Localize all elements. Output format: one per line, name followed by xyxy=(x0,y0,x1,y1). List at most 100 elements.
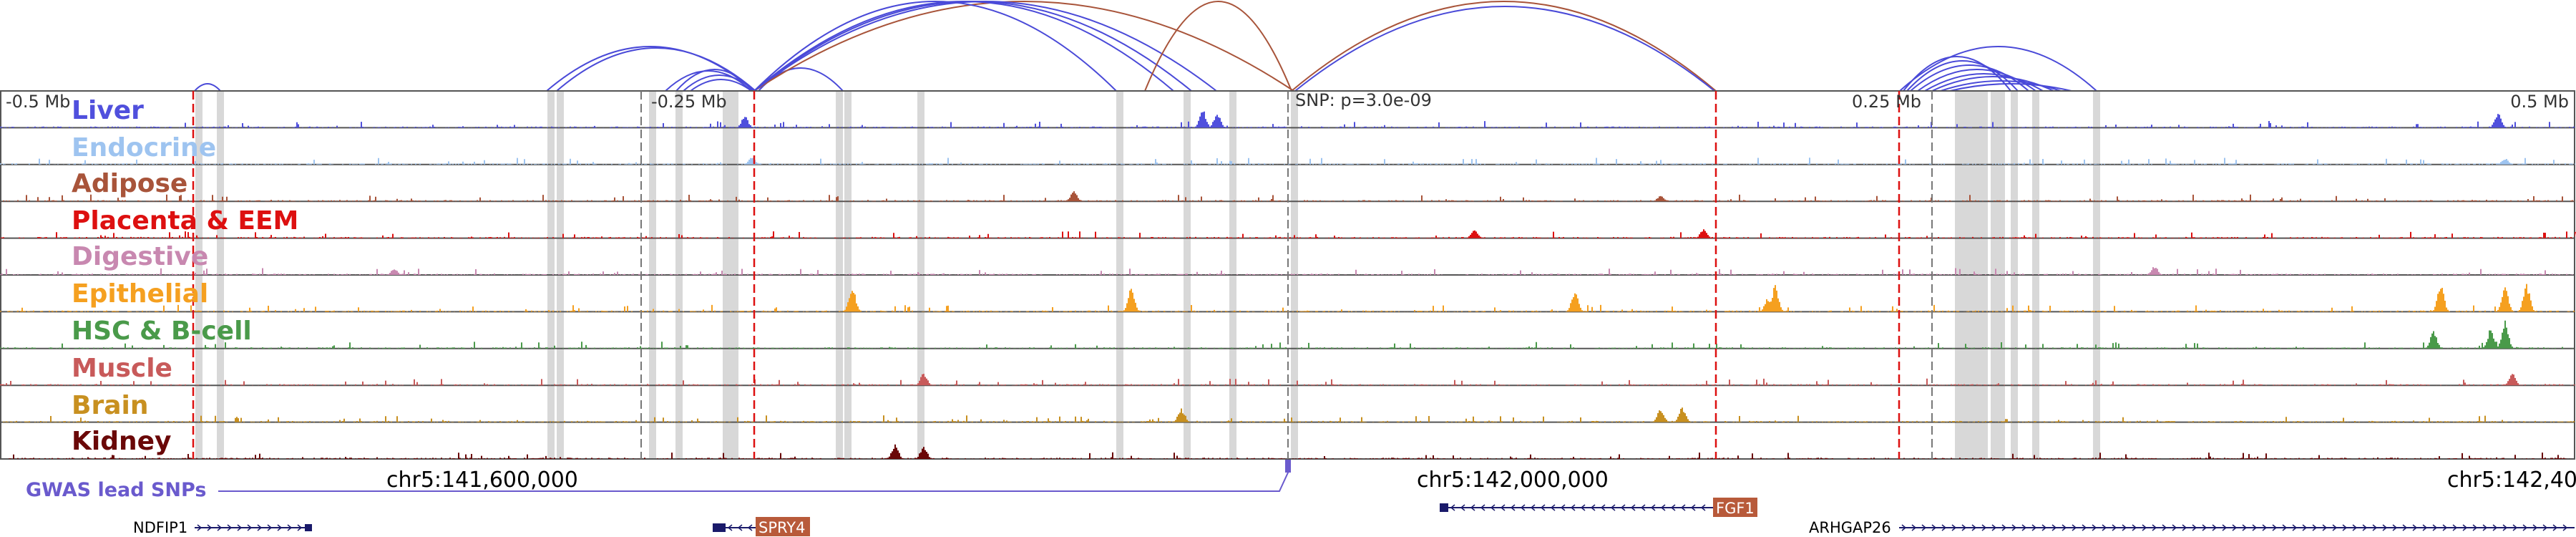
gene-strand-arrow xyxy=(1690,504,1696,511)
gene-strand-arrow xyxy=(2182,524,2187,531)
gene-strand-arrow xyxy=(207,524,213,531)
gene-strand-arrow xyxy=(1600,504,1606,511)
gene-strand-arrow xyxy=(2392,524,2398,531)
gene-strand-arrow xyxy=(2492,524,2498,531)
gene-strand-arrow xyxy=(2092,524,2097,531)
gene-strand-arrow xyxy=(2272,524,2278,531)
gene-strand-arrow xyxy=(1991,524,1997,531)
gene-strand-arrow xyxy=(1660,504,1666,511)
gene-strand-arrow xyxy=(2342,524,2348,531)
gene-strand-arrow xyxy=(1680,504,1686,511)
gene-strand-arrow xyxy=(1630,504,1636,511)
chromatin-loops xyxy=(194,1,2097,92)
gene-strand-arrow xyxy=(2041,524,2047,531)
gene-name-ndfip1: NDFIP1 xyxy=(133,519,187,536)
gene-strand-arrows xyxy=(1901,524,2568,531)
gene-strand-arrow xyxy=(2532,524,2538,531)
gene-strand-arrow xyxy=(727,524,733,531)
track-label-muscle: Muscle xyxy=(72,354,172,383)
gene-strand-arrow xyxy=(1590,504,1596,511)
gene-strand-arrow xyxy=(247,524,253,531)
gene-ndfip1: NDFIP1 xyxy=(133,519,312,536)
gene-strand-arrow xyxy=(2072,524,2077,531)
gene-strand-arrow xyxy=(1921,524,1927,531)
gene-fgf1: FGF1 xyxy=(1440,498,1757,517)
chromatin-loop-arc xyxy=(1144,1,1292,92)
gene-strand-arrow xyxy=(2252,524,2258,531)
gene-strand-arrow xyxy=(1490,504,1496,511)
gene-strand-arrow xyxy=(1961,524,1967,531)
gene-strand-arrow xyxy=(2412,524,2418,531)
gene-strand-arrow xyxy=(1500,504,1506,511)
gene-strand-arrow xyxy=(1981,524,1987,531)
gene-strand-arrow xyxy=(2262,524,2268,531)
gene-strand-arrow xyxy=(2152,524,2157,531)
gene-strand-arrow xyxy=(1560,504,1566,511)
gene-strand-arrow xyxy=(2142,524,2147,531)
gene-strand-arrow xyxy=(2312,524,2318,531)
gene-strand-arrow xyxy=(1941,524,1947,531)
track-signal xyxy=(0,444,2576,459)
gene-strand-arrow xyxy=(2442,524,2448,531)
gene-strand-arrow xyxy=(217,524,223,531)
gene-strand-arrow xyxy=(2212,524,2218,531)
gene-strand-arrow xyxy=(1470,504,1475,511)
gene-strand-arrow xyxy=(2382,524,2388,531)
gene-strand-arrow xyxy=(1670,504,1676,511)
gene-strand-arrow xyxy=(2432,524,2438,531)
scale-minus-quarter-label: -0.25 Mb xyxy=(651,92,727,112)
gene-box-spry4 xyxy=(756,517,810,536)
gene-exon-ndfip1 xyxy=(305,524,312,531)
gene-strand-arrow xyxy=(1530,504,1536,511)
gene-strand-arrow xyxy=(1650,504,1656,511)
gene-strand-arrow xyxy=(2222,524,2228,531)
gene-name-arhgap26: ARHGAP26 xyxy=(1809,519,1891,536)
gene-strand-arrow xyxy=(2402,524,2408,531)
gene-strand-arrow xyxy=(237,524,243,531)
gene-strand-arrow xyxy=(287,524,293,531)
gene-strand-arrow xyxy=(2362,524,2368,531)
gene-strand-arrows xyxy=(727,524,753,531)
track-label-epithelial: Epithelial xyxy=(72,279,208,309)
gene-track: NDFIP1 SPRY4 FGF1 ARHGAP26 xyxy=(133,498,2575,536)
gene-strand-arrow xyxy=(2051,524,2057,531)
coord-label-1: chr5:141,600,000 xyxy=(386,468,578,493)
chromatin-loop-arc xyxy=(556,47,756,92)
gene-strand-arrow xyxy=(1570,504,1576,511)
chromatin-loop-arc xyxy=(194,83,221,92)
gene-box-fgf1 xyxy=(1713,498,1757,517)
chromatin-loop-arc xyxy=(753,1,1174,92)
scale-plus-quarter-label: 0.25 Mb xyxy=(1852,92,1921,112)
gene-strand-arrow xyxy=(1931,524,1937,531)
gene-strand-arrow xyxy=(2122,524,2127,531)
gene-strand-arrow xyxy=(197,524,203,531)
gene-strand-arrow xyxy=(2522,524,2528,531)
gene-strand-arrow xyxy=(2192,524,2197,531)
gene-strand-arrow xyxy=(1901,524,1907,531)
gene-strand-arrow xyxy=(2352,524,2358,531)
gene-strand-arrow xyxy=(1700,504,1706,511)
chromatin-loop-arc xyxy=(690,79,752,92)
gene-strand-arrow xyxy=(2282,524,2288,531)
track-label-adipose: Adipose xyxy=(72,169,187,198)
gene-strand-arrow xyxy=(1610,504,1616,511)
gene-strand-arrow xyxy=(1460,504,1465,511)
gene-strand-arrow xyxy=(2202,524,2207,531)
gwas-track: GWAS lead SNPs xyxy=(26,460,1291,501)
chromatin-loop-arc xyxy=(1949,83,2072,92)
gene-strand-arrow xyxy=(2021,524,2027,531)
gene-strand-arrow xyxy=(1540,504,1546,511)
gene-strand-arrow xyxy=(2132,524,2137,531)
chromatin-loop-arc xyxy=(1899,46,2097,92)
gene-strand-arrow xyxy=(2232,524,2238,531)
gene-strand-arrows xyxy=(197,524,303,531)
gene-strand-arrow xyxy=(2562,524,2568,531)
chromatin-loop-arc xyxy=(546,46,755,92)
gene-strand-arrow xyxy=(267,524,273,531)
gene-strand-arrow xyxy=(2552,524,2558,531)
gene-strand-arrow xyxy=(2462,524,2468,531)
gene-strand-arrow xyxy=(1450,504,1455,511)
gene-strand-arrow xyxy=(1510,504,1516,511)
gene-strand-arrow xyxy=(2322,524,2328,531)
